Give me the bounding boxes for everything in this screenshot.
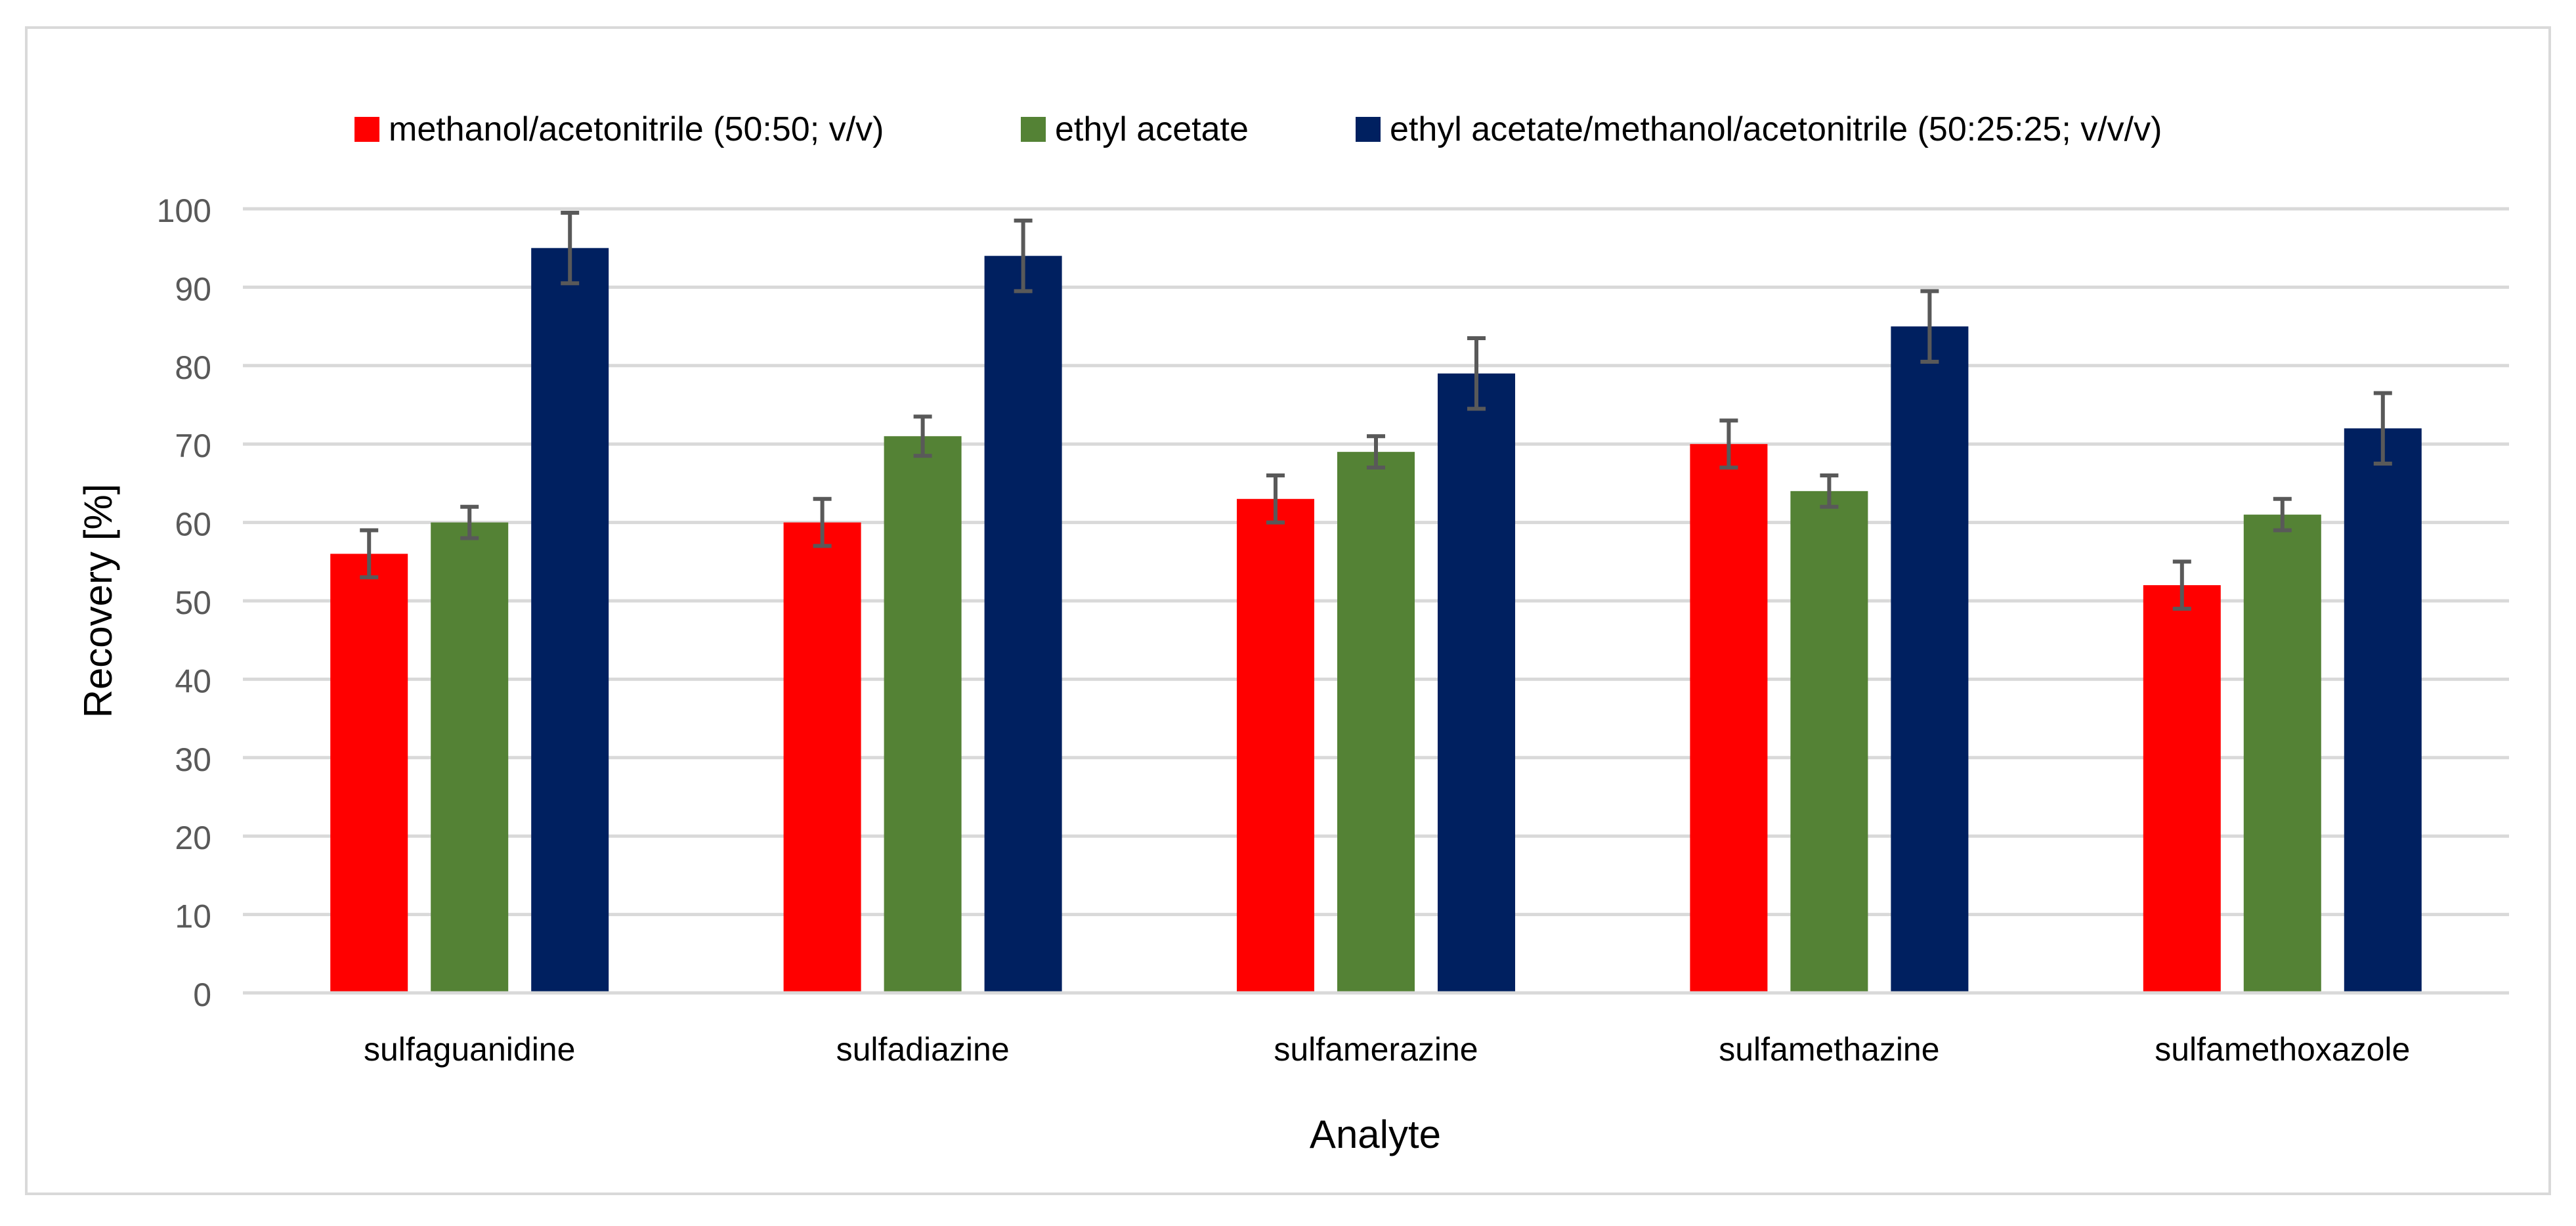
y-tick-label: 60 <box>175 506 211 543</box>
bar <box>1237 498 1314 993</box>
bar <box>330 554 408 993</box>
bar <box>1690 444 1768 993</box>
bars <box>330 248 2422 994</box>
bar <box>783 522 861 993</box>
legend-swatch <box>354 117 379 142</box>
bar <box>984 255 1062 993</box>
y-tick-label: 90 <box>175 271 211 307</box>
x-tick-label: sulfamethazine <box>1719 1031 1939 1068</box>
legend-label: methanol/acetonitrile (50:50; v/v) <box>389 110 884 148</box>
bar <box>1891 326 1969 994</box>
bar <box>1438 373 1515 993</box>
bar <box>2243 514 2321 993</box>
axes: 0 10 20 30 40 50 60 70 80 90 100 sulfaguanidine sulf… <box>157 192 2509 1068</box>
error-bars <box>360 210 2392 611</box>
bar <box>2344 428 2422 993</box>
legend-swatch <box>1356 117 1381 142</box>
y-tick-label: 50 <box>175 584 211 621</box>
x-axis-label: Analyte <box>1310 1112 1441 1156</box>
bar <box>431 522 509 993</box>
bar <box>1337 452 1415 993</box>
y-tick-label: 20 <box>175 820 211 856</box>
bar <box>531 248 609 994</box>
y-tick-label: 80 <box>175 349 211 386</box>
legend-label: ethyl acetate/methanol/acetonitrile (50:… <box>1390 110 2162 148</box>
x-tick-label: sulfaguanidine <box>364 1031 576 1068</box>
y-tick-label: 70 <box>175 427 211 464</box>
y-tick-label: 40 <box>175 663 211 699</box>
bar <box>884 436 962 993</box>
legend: methanol/acetonitrile (50:50; v/v) ethyl … <box>354 110 2162 148</box>
bar <box>2143 585 2221 993</box>
bar <box>1790 491 1868 993</box>
y-tick-label: 0 <box>193 976 211 1013</box>
y-tick-label: 100 <box>157 192 211 229</box>
y-axis-label: Recovery [%] <box>76 484 120 718</box>
y-tick-label: 10 <box>175 898 211 935</box>
legend-swatch <box>1021 117 1046 142</box>
gridlines <box>243 207 2509 917</box>
legend-label: ethyl acetate <box>1055 110 1249 148</box>
y-tick-label: 30 <box>175 741 211 778</box>
x-tick-label: sulfamethoxazole <box>2155 1031 2410 1068</box>
x-tick-label: sulfamerazine <box>1274 1031 1478 1068</box>
x-tick-label: sulfadiazine <box>836 1031 1010 1068</box>
